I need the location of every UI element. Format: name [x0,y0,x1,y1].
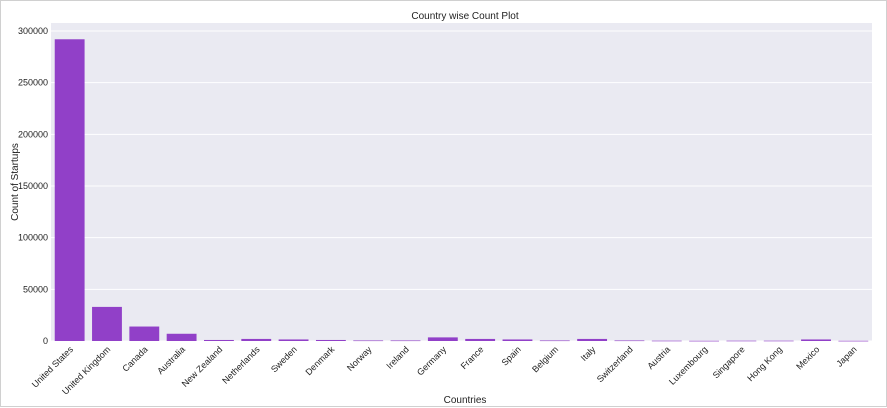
bar-spain [502,339,533,341]
bar-france [465,338,496,341]
bar-mexico [801,339,831,341]
bars [54,39,869,342]
plot-area [51,23,872,341]
bar-netherlands [241,338,272,341]
x-tick-label: Netherlands [220,344,262,386]
bar-italy [577,338,608,341]
bar-norway [353,340,384,342]
x-axis-label: Countries [444,395,487,406]
chart-title: Country wise Count Plot [411,11,518,22]
x-tick-label: Austria [645,344,672,371]
bar-united-states [54,39,85,342]
x-tick-label: Sweden [269,344,299,374]
bar-belgium [539,340,570,342]
y-tick-label: 150000 [18,181,48,191]
x-tick-label: Norway [345,344,374,373]
bar-germany [427,337,458,341]
x-tick-label: Belgium [530,344,560,374]
bar-united-kingdom [92,306,122,341]
x-tick-label: France [459,344,486,371]
bar-luxembourg [689,340,719,342]
gridlines [51,30,872,342]
bar-hong-kong [763,340,794,342]
y-tick-label: 200000 [18,129,48,139]
y-tick-label: 50000 [23,284,48,294]
bar-australia [166,333,197,341]
bar-canada [129,326,160,341]
bar-new-zealand [204,339,234,341]
x-tick-label: Mexico [794,344,821,371]
x-tick-label: Ireland [384,344,411,371]
x-tick-label: Spain [500,344,523,367]
bar-switzerland [614,340,645,342]
y-tick-label: 100000 [18,233,48,243]
y-tick-label: 0 [43,336,48,346]
bar-ireland [390,340,421,342]
x-tick-label: Denmark [303,344,336,377]
x-tick-label: Luxembourg [667,344,709,386]
x-tick-label: Canada [120,344,149,373]
x-tick-label: Hong Kong [745,344,784,383]
x-tick-label: Australia [155,344,187,376]
bar-singapore [726,340,757,342]
bar-japan [838,340,869,342]
y-tick-label: 250000 [18,78,48,88]
y-tick-label: 300000 [18,26,48,36]
bar-sweden [278,339,309,341]
x-tick-label: Germany [415,344,449,378]
y-axis-label: Count of Startups [10,143,21,221]
x-tick-label: Japan [834,344,858,368]
bar-austria [651,340,682,342]
x-tick-label: Singapore [711,344,747,380]
x-tick-label: Switzerland [595,344,635,384]
y-tick-labels: 0 50000 100000 150000 200000 250000 300000 [18,26,48,346]
x-tick-label: Italy [579,344,598,363]
bar-denmark [315,339,346,341]
